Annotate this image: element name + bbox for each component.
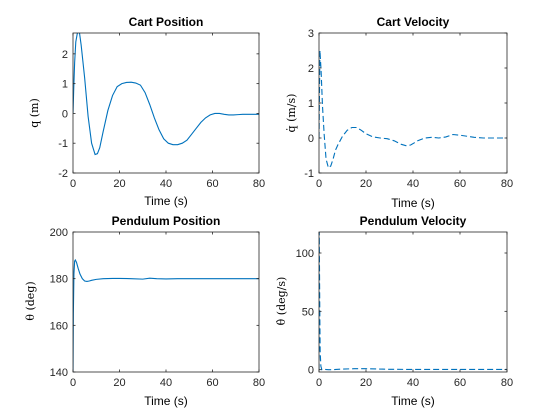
x-tick-label: 0	[316, 377, 322, 389]
x-tick-label: 20	[360, 178, 372, 190]
y-axis-label: q (m)	[28, 98, 41, 128]
plot-title: Pendulum Velocity	[360, 214, 467, 228]
x-tick-label: 20	[113, 178, 125, 190]
y-tick-label: 100	[296, 248, 314, 260]
x-tick-label: 0	[70, 178, 76, 190]
x-axis-label: Time (s)	[144, 194, 188, 208]
x-tick-label: 80	[253, 377, 265, 389]
series-line	[73, 33, 259, 156]
x-axis-label: Time (s)	[144, 394, 188, 408]
y-tick-label: 0	[62, 108, 68, 120]
x-tick-label: 40	[407, 178, 419, 190]
y-tick-label: 0	[308, 365, 314, 377]
x-tick-label: 20	[113, 377, 125, 389]
y-tick-label: -1	[304, 168, 314, 180]
y-tick-label: -1	[58, 138, 68, 150]
plot-title: Pendulum Position	[112, 214, 221, 228]
x-tick-label: 40	[160, 377, 172, 389]
x-tick-label: 60	[206, 377, 218, 389]
plot-title: Cart Velocity	[377, 15, 450, 29]
series-line	[319, 232, 507, 371]
x-tick-label: 40	[407, 377, 419, 389]
y-tick-label: 2	[308, 63, 314, 75]
x-tick-label: 0	[316, 178, 322, 190]
y-tick-label: 160	[50, 320, 68, 332]
x-tick-label: 40	[160, 178, 172, 190]
x-tick-label: 60	[454, 377, 466, 389]
subplot-pendulum-position: Pendulum Position 0 20 40 60 80140160180200 …	[24, 214, 265, 408]
y-tick-label: 140	[50, 367, 68, 379]
y-axis-label: θ̇ (deg/s)	[275, 277, 288, 326]
y-tick-label: 2	[62, 49, 68, 61]
y-axis-label: θ (deg)	[24, 281, 37, 320]
x-tick-label: 0	[70, 377, 76, 389]
y-axis-label: q̇ (m/s)	[285, 94, 298, 133]
x-tick-label: 20	[360, 377, 372, 389]
y-tick-label: 3	[308, 28, 314, 40]
plot-title: Cart Position	[129, 15, 204, 29]
y-tick-label: 50	[302, 306, 314, 318]
y-tick-label: 1	[62, 79, 68, 91]
y-tick-label: 0	[308, 133, 314, 145]
y-tick-label: 180	[50, 274, 68, 286]
plot-area: 0 20 40 60 80 140 160 180 200	[50, 227, 265, 389]
y-tick-label: -2	[58, 168, 68, 180]
plot-area: 0 20 40 60 80 0 50 100	[296, 231, 513, 389]
x-tick-label: 80	[501, 178, 513, 190]
x-tick-label: 60	[454, 178, 466, 190]
series-line	[319, 50, 507, 169]
subplot-pendulum-velocity: Pendulum Velocity 0 20 40 60 80 0 50 100 Time (…	[275, 214, 513, 408]
series-line	[73, 258, 259, 372]
y-tick-label: 1	[308, 98, 314, 110]
x-tick-label: 80	[501, 377, 513, 389]
x-axis-label: Time (s)	[391, 196, 435, 210]
plot-area: 0 20 40 60 80 -2 -1 0 1 2	[58, 32, 265, 190]
x-tick-label: 60	[206, 178, 218, 190]
y-tick-label: 200	[50, 227, 68, 239]
x-axis-label: Time (s)	[391, 394, 435, 408]
x-tick-label: 80	[253, 178, 265, 190]
